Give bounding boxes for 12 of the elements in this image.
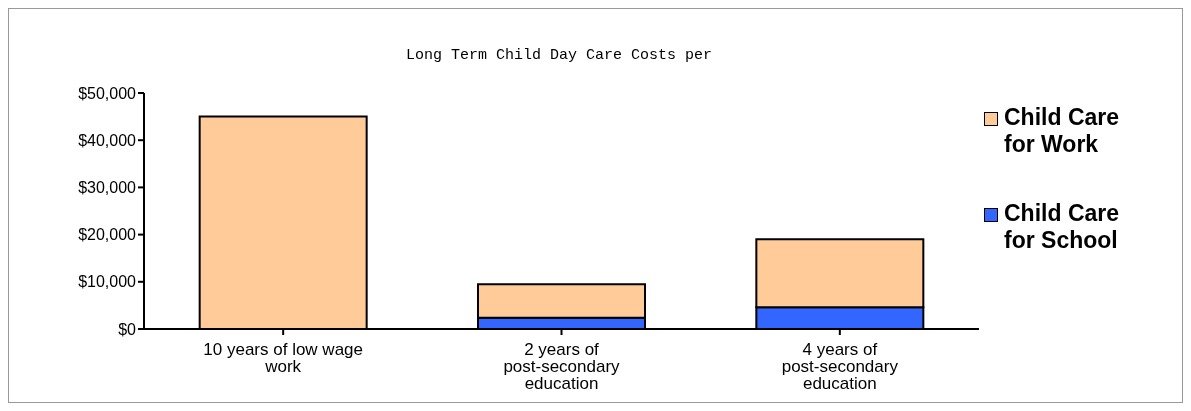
y-tick-label: $30,000 [78,179,137,197]
y-tick-label: $10,000 [78,273,137,291]
y-tick-label: $0 [118,320,137,338]
y-tick-label: $20,000 [78,226,137,244]
legend-label: Child Care for Work [1004,104,1121,158]
legend-label: Child Care for School [1004,200,1121,254]
x-tick-label: 4 years of post-secondary education [781,340,899,394]
x-tick-label: 10 years of low wage work [203,340,364,377]
y-tick-label: $50,000 [78,84,137,102]
chart-title: Long Term Child Day Care Costs per [404,47,714,64]
y-tick-label: $40,000 [78,131,137,149]
x-tick-label: 2 years of post-secondary education [503,340,621,394]
